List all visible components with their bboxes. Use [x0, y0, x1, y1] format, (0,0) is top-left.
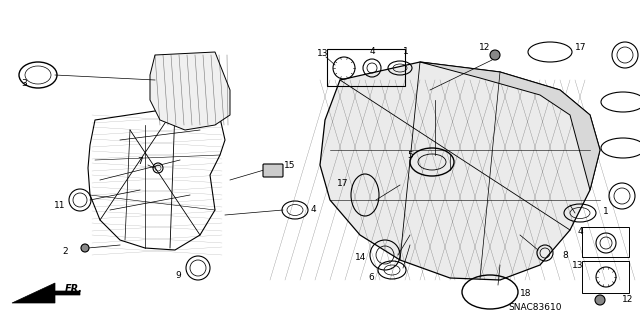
Circle shape	[81, 244, 89, 252]
Circle shape	[490, 50, 500, 60]
Polygon shape	[320, 62, 600, 280]
Text: 5: 5	[407, 151, 413, 160]
Text: 11: 11	[54, 201, 66, 210]
Text: 14: 14	[355, 254, 366, 263]
Text: 4: 4	[310, 205, 316, 214]
Text: 7: 7	[137, 158, 143, 167]
Text: 1: 1	[403, 48, 409, 56]
Text: 6: 6	[368, 273, 374, 283]
Text: 8: 8	[562, 250, 568, 259]
Polygon shape	[12, 283, 80, 303]
Circle shape	[595, 295, 605, 305]
Polygon shape	[420, 62, 600, 190]
Polygon shape	[150, 52, 230, 130]
Text: 4: 4	[369, 48, 375, 56]
Text: 12: 12	[622, 295, 634, 305]
Text: 17: 17	[575, 42, 586, 51]
Text: 2: 2	[62, 248, 68, 256]
Text: 4: 4	[577, 227, 583, 236]
FancyBboxPatch shape	[263, 164, 283, 177]
Text: 18: 18	[520, 290, 531, 299]
Text: SNAC83610: SNAC83610	[508, 303, 561, 313]
Text: 9: 9	[175, 271, 181, 280]
Text: 13: 13	[572, 262, 583, 271]
Text: 13: 13	[317, 49, 328, 58]
Text: 12: 12	[479, 43, 491, 53]
Text: 17: 17	[337, 179, 348, 188]
Text: 15: 15	[284, 160, 296, 169]
Text: FR.: FR.	[65, 284, 83, 294]
Text: 1: 1	[603, 207, 609, 217]
Text: 3: 3	[21, 79, 27, 88]
